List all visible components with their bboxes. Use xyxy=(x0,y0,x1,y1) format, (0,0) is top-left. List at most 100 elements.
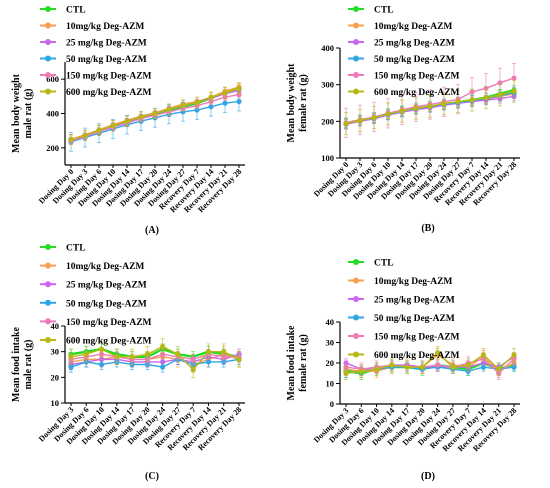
legend-swatch-marker xyxy=(353,296,359,302)
data-point xyxy=(208,94,214,100)
legend-entry: 50 mg/kg Deg-AZM xyxy=(374,314,455,324)
data-point xyxy=(236,92,242,98)
data-point xyxy=(236,356,242,362)
data-point xyxy=(160,364,166,370)
data-point xyxy=(236,86,242,92)
data-point xyxy=(160,343,166,350)
legend-entry: 600 mg/kg Deg-AZM xyxy=(374,88,460,98)
legend-swatch-marker xyxy=(45,299,51,306)
data-point xyxy=(144,351,150,357)
legend-entry: 600 mg/kg Deg-AZM xyxy=(66,337,152,347)
y-tick-label: 200 xyxy=(321,116,334,126)
legend-entry: 150 mg/kg Deg-AZM xyxy=(66,318,152,328)
y-axis-title: male rat (g) xyxy=(23,89,34,139)
data-point xyxy=(469,97,475,103)
data-point xyxy=(496,366,502,372)
data-point xyxy=(385,111,391,117)
data-point xyxy=(511,352,517,358)
y-tick-label: 0 xyxy=(330,399,334,409)
legend-swatch-marker xyxy=(353,351,359,358)
y-tick-label: 600 xyxy=(46,74,59,84)
series-A600 xyxy=(343,346,517,380)
legend-entry: CTL xyxy=(66,244,86,254)
data-point xyxy=(68,354,74,360)
data-point xyxy=(190,356,196,362)
legend-swatch-marker xyxy=(353,39,359,45)
data-point xyxy=(511,88,517,94)
y-tick-label: 30 xyxy=(51,347,60,357)
legend-swatch-marker xyxy=(45,262,51,269)
legend-entry: 10mg/kg Deg-AZM xyxy=(66,262,144,272)
data-point xyxy=(114,354,120,360)
y-tick-label: 10 xyxy=(51,398,60,408)
y-axis-title: female rat (g) xyxy=(298,334,309,392)
legend-entry: 50 mg/kg Deg-AZM xyxy=(66,55,147,65)
data-point xyxy=(98,361,105,368)
data-point xyxy=(83,351,89,357)
data-point xyxy=(68,364,74,370)
legend-entry: 150 mg/kg Deg-AZM xyxy=(374,72,460,82)
y-tick-label: 40 xyxy=(51,321,60,331)
data-point xyxy=(483,95,489,101)
legend: CTL 10mg/kg Deg-AZM 25 mg/kg Deg-AZM 50 mg/… xyxy=(40,6,152,98)
data-point xyxy=(389,362,395,368)
legend-entry: 10mg/kg Deg-AZM xyxy=(66,22,144,32)
data-point xyxy=(357,118,363,124)
legend-entry: 25 mg/kg Deg-AZM xyxy=(374,39,455,49)
y-tick-label: 300 xyxy=(321,80,334,90)
y-axis-title: Mean body weight xyxy=(11,73,22,153)
legend-entry: 600 mg/kg Deg-AZM xyxy=(374,351,460,361)
y-axis-title: Mean food intake xyxy=(11,326,22,402)
data-point xyxy=(205,359,212,365)
panel-label: (B) xyxy=(421,223,434,234)
data-point xyxy=(480,352,487,358)
data-point xyxy=(343,370,349,376)
legend-entry: 50 mg/kg Deg-AZM xyxy=(66,299,147,309)
data-point xyxy=(221,349,227,355)
y-tick-label: 100 xyxy=(321,153,334,163)
data-point xyxy=(222,100,228,106)
series-A50 xyxy=(68,91,242,152)
legend-entry: CTL xyxy=(66,6,86,16)
legend-swatch-marker xyxy=(45,22,51,29)
legend-entry: CTL xyxy=(374,6,394,16)
data-point xyxy=(82,132,88,139)
data-point xyxy=(358,368,364,374)
legend-entry: 25 mg/kg Deg-AZM xyxy=(66,39,147,49)
legend-entry: 10mg/kg Deg-AZM xyxy=(374,277,452,287)
data-point xyxy=(68,136,74,143)
data-point xyxy=(124,118,130,124)
legend-entry: CTL xyxy=(374,259,394,269)
y-tick-label: 400 xyxy=(46,109,59,119)
data-point xyxy=(205,349,212,355)
legend-swatch-marker xyxy=(353,55,359,62)
data-point xyxy=(180,102,186,109)
data-point xyxy=(511,364,517,370)
y-axis-title: female rat (g) xyxy=(298,74,309,132)
data-point xyxy=(435,350,441,356)
legend-swatch-marker xyxy=(353,72,359,78)
data-point xyxy=(413,105,419,111)
y-axis-title: Mean body weight xyxy=(286,63,297,143)
legend-swatch-marker xyxy=(353,88,359,95)
series-A600 xyxy=(343,79,517,135)
data-point xyxy=(166,106,172,112)
legend-swatch-marker xyxy=(45,72,51,78)
legend-entry: 150 mg/kg Deg-AZM xyxy=(374,333,460,343)
data-point xyxy=(343,120,349,127)
legend-swatch-marker xyxy=(45,6,51,12)
legend-swatch-marker xyxy=(353,277,359,284)
legend-swatch-marker xyxy=(45,88,51,95)
data-point xyxy=(371,115,377,121)
legend-entry: 50 mg/kg Deg-AZM xyxy=(374,55,455,65)
data-point xyxy=(175,351,181,357)
legend-swatch-marker xyxy=(45,244,51,250)
data-point xyxy=(399,108,405,114)
panel-label: (A) xyxy=(145,225,159,236)
y-tick-label: 30 xyxy=(326,338,335,348)
data-point xyxy=(373,366,380,372)
data-point xyxy=(236,98,242,105)
data-point xyxy=(404,364,410,370)
